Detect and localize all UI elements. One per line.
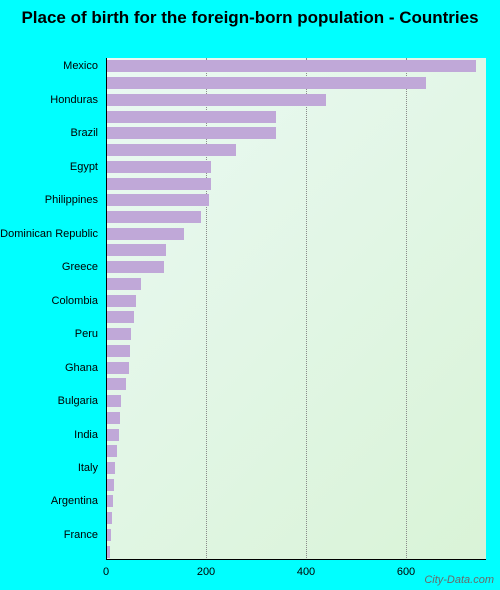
bar — [106, 429, 119, 441]
y-tick-label: Honduras — [50, 94, 98, 106]
bar — [106, 244, 166, 256]
bar — [106, 211, 201, 223]
y-tick-label: Mexico — [63, 60, 98, 72]
chart-title: Place of birth for the foreign-born popu… — [0, 8, 500, 28]
bar — [106, 161, 211, 173]
bar — [106, 395, 121, 407]
y-tick-label: India — [74, 429, 98, 441]
gridline — [406, 58, 407, 560]
y-tick-label: Bulgaria — [58, 395, 98, 407]
bar — [106, 462, 115, 474]
bar — [106, 94, 326, 106]
x-axis-spine — [106, 559, 486, 560]
y-tick-label: Peru — [75, 328, 98, 340]
plot-area: 0200400600MexicoHondurasBrazilEgyptPhili… — [106, 58, 486, 560]
y-tick-label: Egypt — [70, 161, 98, 173]
watermark: City-Data.com — [424, 574, 494, 586]
bar — [106, 261, 164, 273]
y-tick-label: Dominican Republic — [0, 228, 98, 240]
bar — [106, 144, 236, 156]
bar — [106, 445, 117, 457]
y-tick-label: Italy — [78, 462, 98, 474]
y-tick-label: Argentina — [51, 495, 98, 507]
bar — [106, 311, 134, 323]
bar — [106, 378, 126, 390]
gridline — [306, 58, 307, 560]
bar — [106, 228, 184, 240]
x-tick-label: 200 — [197, 566, 215, 578]
bar — [106, 412, 120, 424]
x-tick-label: 600 — [397, 566, 415, 578]
bar — [106, 362, 129, 374]
bar — [106, 111, 276, 123]
bar — [106, 328, 131, 340]
bar — [106, 194, 209, 206]
bar — [106, 495, 113, 507]
bar — [106, 178, 211, 190]
bar — [106, 295, 136, 307]
bar — [106, 77, 426, 89]
y-tick-label: Philippines — [45, 194, 98, 206]
x-tick-label: 0 — [103, 566, 109, 578]
x-tick-label: 400 — [297, 566, 315, 578]
bar — [106, 127, 276, 139]
y-tick-label: France — [64, 529, 98, 541]
bar — [106, 345, 130, 357]
y-tick-label: Ghana — [65, 362, 98, 374]
y-tick-label: Greece — [62, 261, 98, 273]
y-tick-label: Colombia — [52, 295, 98, 307]
y-tick-label: Brazil — [70, 127, 98, 139]
y-axis-spine — [106, 58, 107, 560]
bar — [106, 60, 476, 72]
bar — [106, 479, 114, 491]
bar — [106, 278, 141, 290]
